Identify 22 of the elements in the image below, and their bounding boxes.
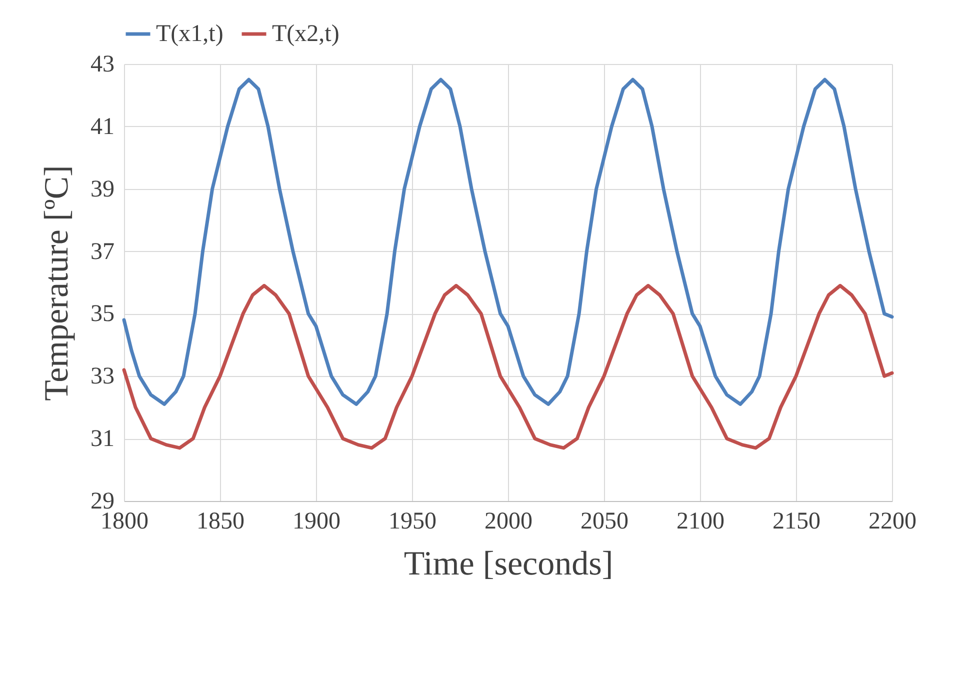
x-tick-label: 2100: [676, 508, 724, 534]
y-tick-label: 43: [90, 52, 114, 78]
y-tick-label: 41: [90, 114, 114, 140]
legend-label: T(x2,t): [272, 21, 340, 47]
x-tick-label: 1900: [292, 508, 340, 534]
x-tick-label: 2050: [580, 508, 628, 534]
x-tick-label: 2150: [772, 508, 820, 534]
line-series: [122, 284, 894, 450]
legend-label: T(x1,t): [156, 21, 224, 47]
x-axis-title: Time [seconds]: [404, 546, 614, 582]
x-tick-label: 1800: [100, 508, 148, 534]
x-tick-label: 2200: [868, 508, 916, 534]
x-tick-label: 2000: [484, 508, 532, 534]
y-axis-title: Temperature [ºC]: [38, 165, 76, 401]
y-tick-label: 39: [90, 176, 114, 202]
x-tick-label: 1850: [196, 508, 244, 534]
y-tick-label: 35: [90, 301, 114, 328]
y-tick-label: 37: [90, 238, 114, 265]
y-tick-label: 33: [90, 364, 114, 390]
line-series: [122, 78, 894, 406]
x-tick-label: 1950: [388, 508, 436, 534]
y-tick-label: 31: [90, 426, 114, 452]
